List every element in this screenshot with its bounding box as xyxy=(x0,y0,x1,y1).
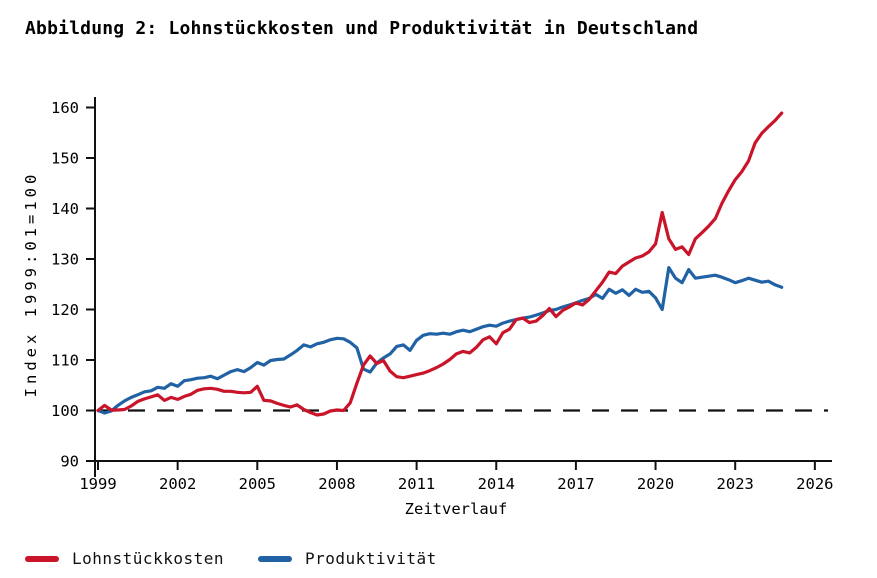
y-tick-label: 90 xyxy=(60,453,79,471)
y-tick-label: 150 xyxy=(51,150,79,168)
legend-label: Lohnstückkosten xyxy=(72,549,224,568)
x-tick-label: 2005 xyxy=(239,475,276,493)
x-tick-label: 1999 xyxy=(79,475,116,493)
legend-item-lohnstueckkosten: Lohnstückkosten xyxy=(25,549,224,568)
legend-item-produktivitaet: Produktivität xyxy=(258,549,437,568)
y-tick-label: 120 xyxy=(51,301,79,319)
y-axis-title: Index 1999:01=100 xyxy=(22,171,40,398)
chart-legend: Lohnstückkosten Produktivität xyxy=(25,549,437,568)
x-tick-label: 2011 xyxy=(398,475,435,493)
y-tick-label: 140 xyxy=(51,200,79,218)
produktivitaet-line-swatch-icon xyxy=(258,555,292,562)
y-tick-label: 110 xyxy=(51,352,79,370)
lohnstueckkosten-line-swatch-icon xyxy=(25,555,59,562)
x-tick-label: 2020 xyxy=(637,475,674,493)
x-tick-label: 2002 xyxy=(159,475,196,493)
x-tick-label: 2023 xyxy=(717,475,754,493)
x-tick-label: 2008 xyxy=(318,475,355,493)
x-tick-label: 2014 xyxy=(478,475,515,493)
y-tick-label: 160 xyxy=(51,99,79,117)
series-line-lohnstckkosten xyxy=(96,111,784,417)
y-tick-label: 130 xyxy=(51,251,79,269)
x-axis-title: Zeitverlauf xyxy=(405,500,508,518)
x-tick-label: 2017 xyxy=(557,475,594,493)
y-tick-label: 100 xyxy=(51,402,79,420)
series-line-produktivitt xyxy=(96,266,784,415)
x-tick-label: 2026 xyxy=(796,475,833,493)
figure-title: Abbildung 2: Lohnstückkosten und Produkt… xyxy=(25,18,699,39)
legend-label: Produktivität xyxy=(305,549,437,568)
